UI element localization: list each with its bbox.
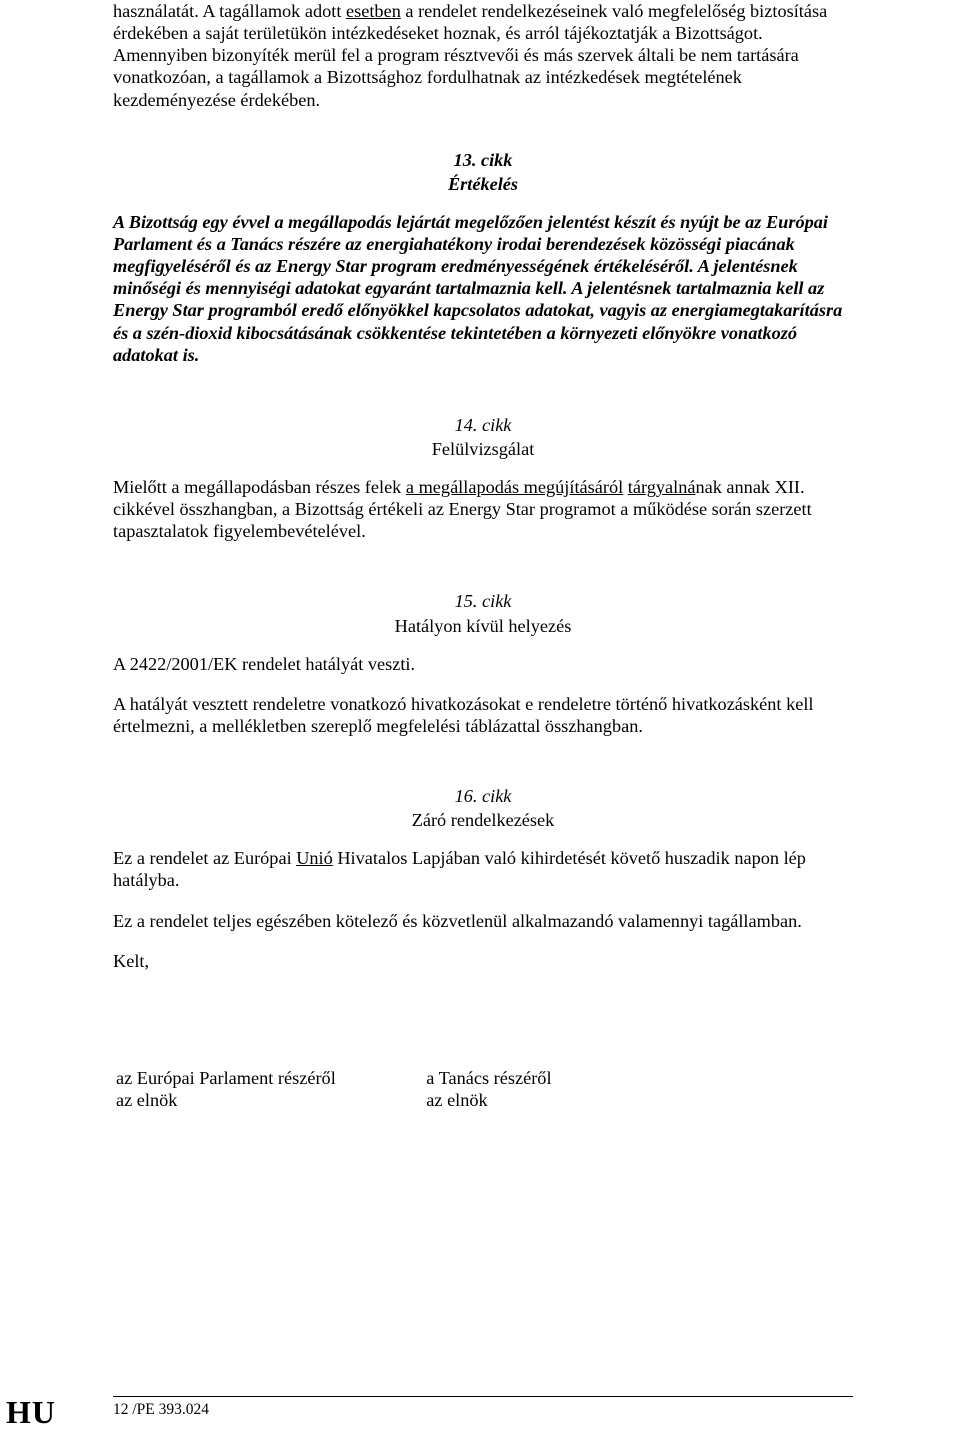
language-mark: HU [0,1393,56,1432]
signature-left-line1: az Európai Parlament részéről [116,1067,422,1089]
article-14-title: Felülvizsgálat [113,438,853,460]
article-13-num-text: 13. cikk [454,150,513,170]
article-13-number: 13. cikk [113,149,853,171]
page-footer: 12 /PE 393.024 [113,1396,853,1420]
art14-underline-2: tárgyalná [628,477,696,497]
art14-underline-1: a megállapodás megújításáról [406,477,623,497]
article-16-p1: Ez a rendelet az Európai Unió Hivatalos … [113,847,853,891]
intro-text-a: használatát. A tagállamok adott [113,1,346,21]
signature-right-line1: a Tanács részéről [426,1067,850,1089]
article-15-p1: A 2422/2001/EK rendelet hatályát veszti. [113,653,853,675]
article-16-title: Záró rendelkezések [113,809,853,831]
article-16-number: 16. cikk [113,785,853,807]
signature-left-line2: az elnök [116,1089,422,1111]
article-16-p3: Kelt, [113,950,853,972]
article-15-p2: A hatályát vesztett rendeletre vonatkozó… [113,693,853,737]
intro-paragraph: használatát. A tagállamok adott esetben … [113,0,853,111]
signature-table: az Európai Parlament részéről az elnök a… [113,1064,853,1114]
art16-text-a: Ez a rendelet az Európai [113,848,296,868]
art16-underline-1: Unió [296,848,333,868]
article-13-body: A Bizottság egy évvel a megállapodás lej… [113,211,853,366]
article-16-p2: Ez a rendelet teljes egészében kötelező … [113,910,853,932]
document-body: használatát. A tagállamok adott esetben … [113,0,853,1114]
document-page: használatát. A tagállamok adott esetben … [0,0,960,1432]
article-14-paragraph: Mielőtt a megállapodásban részes felek a… [113,476,853,542]
signature-right: a Tanács részéről az elnök [425,1066,851,1112]
article-14-number: 14. cikk [113,414,853,436]
art14-text-a: Mielőtt a megállapodásban részes felek [113,477,406,497]
article-15-number: 15. cikk [113,590,853,612]
article-15-title: Hatályon kívül helyezés [113,615,853,637]
signature-left: az Európai Parlament részéről az elnök [115,1066,423,1112]
intro-underline-1: esetben [346,1,401,21]
article-13-title: Értékelés [113,173,853,195]
signature-right-line2: az elnök [426,1089,850,1111]
footer-text: 12 /PE 393.024 [113,1401,853,1420]
footer-rule [113,1396,853,1397]
